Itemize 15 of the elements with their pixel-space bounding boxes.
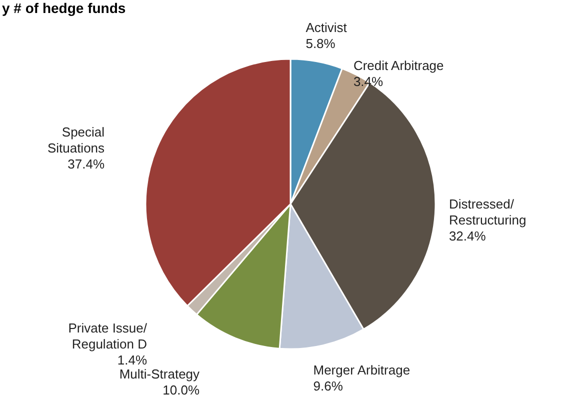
data-label: 3.4% bbox=[353, 74, 384, 89]
data-label: 37.4% bbox=[68, 156, 105, 172]
slice-label: Distressed/Restructuring bbox=[448, 196, 526, 228]
slice-label: Special Situations bbox=[47, 124, 106, 156]
data-label: 9.6% bbox=[313, 378, 344, 394]
slice-label: Multi-Strategy bbox=[119, 366, 200, 382]
slice-label: Activist bbox=[306, 20, 348, 35]
data-label: 32.4% bbox=[448, 228, 486, 244]
data-label: 10.0% bbox=[162, 382, 200, 398]
slice-label: Credit Arbitrage bbox=[353, 58, 444, 73]
slice-label: Merger Arbitrage bbox=[313, 362, 410, 378]
data-label: 5.8% bbox=[306, 36, 336, 51]
slice-label: Private Issue/Regulation D bbox=[68, 320, 148, 352]
data-label: 1.4% bbox=[117, 352, 148, 368]
chart-title: y # of hedge funds bbox=[2, 0, 126, 16]
